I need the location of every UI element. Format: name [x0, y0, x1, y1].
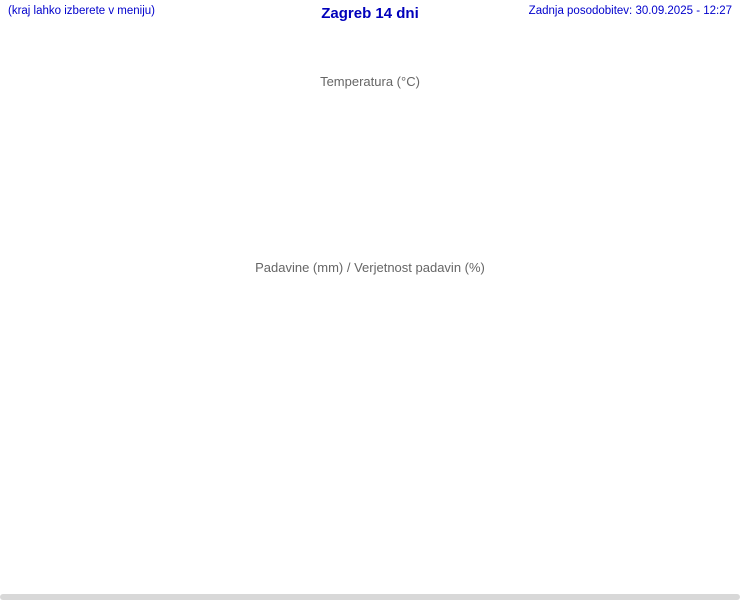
page-title: Zagreb 14 dni: [321, 5, 419, 22]
header: (kraj lahko izberete v meniju) Zagreb 14…: [0, 0, 740, 22]
temperature-chart: [0, 92, 740, 250]
last-update: Zadnja posodobitev: 30.09.2025 - 12:27: [528, 5, 732, 17]
menu-hint: (kraj lahko izberete v meniju): [8, 5, 156, 17]
precipitation-chart: [0, 277, 740, 429]
precipitation-chart-title: Padavine (mm) / Verjetnost padavin (%): [255, 260, 485, 275]
bottom-scrollbar[interactable]: [0, 594, 740, 600]
temperature-chart-title: Temperatura (°C): [320, 74, 420, 89]
